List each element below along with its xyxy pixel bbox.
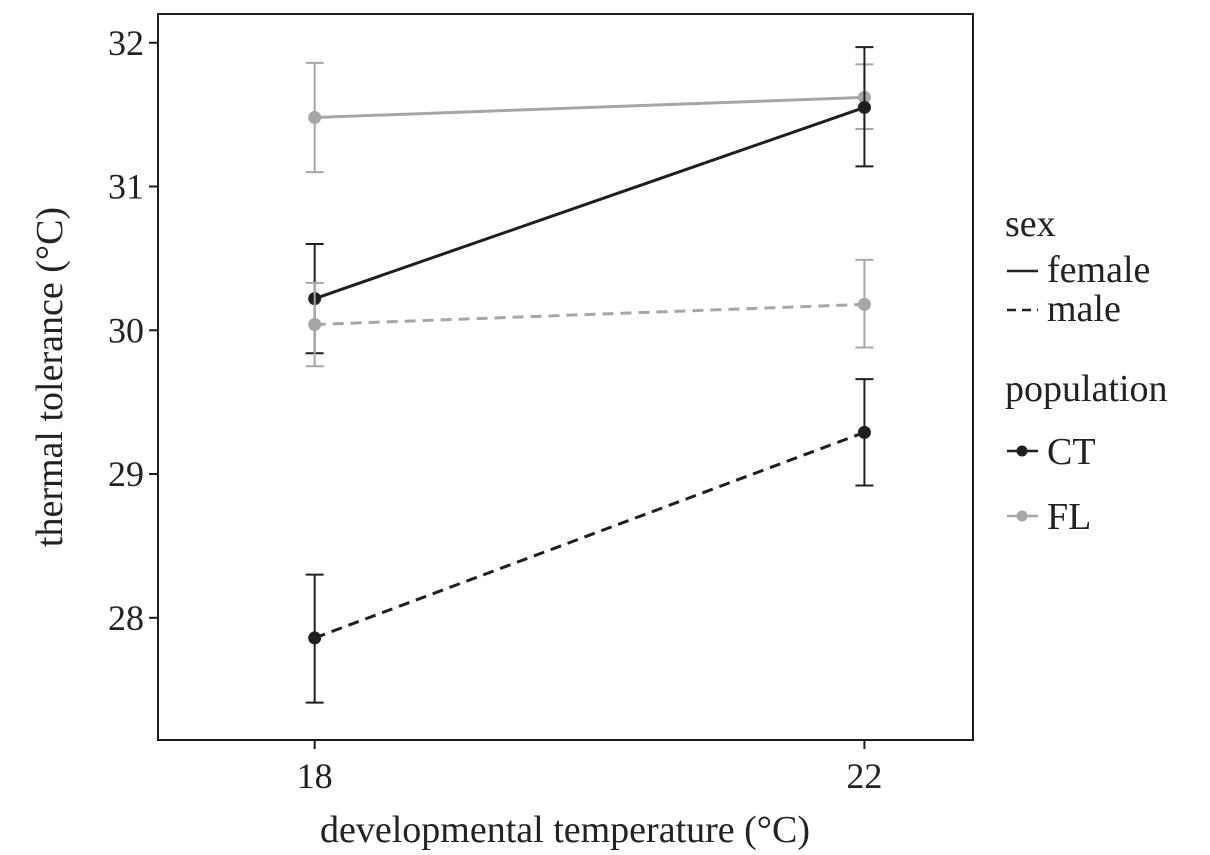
line-ct-male: [314, 430, 865, 640]
legend-sex-title: sex: [1005, 203, 1056, 245]
series-ct-male: [305, 378, 874, 704]
line-fl-male: [314, 302, 865, 327]
point-ct-female-22: [857, 100, 871, 114]
y-tick-label-30: 30: [108, 310, 144, 350]
point-fl-male-18: [308, 318, 322, 332]
y-tick-label-28: 28: [108, 598, 144, 638]
y-tick-label-32: 32: [108, 23, 144, 63]
point-fl-female-18: [308, 111, 322, 125]
point-fl-male-22: [857, 297, 871, 311]
y-tick-label-31: 31: [108, 167, 144, 207]
plot-panel: [157, 13, 974, 741]
legend-female-label: female: [1047, 249, 1150, 291]
legend-fl-label: FL: [1047, 496, 1091, 538]
x-tick-label-18: 18: [297, 756, 333, 796]
series-layer: [305, 46, 874, 704]
legend-population-title: population: [1005, 368, 1168, 410]
x-tick-label-22: 22: [846, 756, 882, 796]
legend-fl-key-dot: [1016, 510, 1028, 522]
line-ct-female: [314, 106, 865, 301]
y-axis-label: thermal tolerance (°C): [29, 207, 71, 547]
y-tick-label-29: 29: [108, 454, 144, 494]
legend: sex female male population CT FL: [1005, 203, 1168, 538]
y-axis: 28 29 30 31 32: [108, 23, 158, 638]
legend-male-label: male: [1047, 288, 1121, 330]
x-axis: 18 22: [297, 740, 882, 796]
legend-ct-key-dot: [1016, 445, 1028, 457]
line-fl-female: [314, 95, 865, 120]
series-fl-male: [305, 258, 874, 368]
x-axis-label: developmental temperature (°C): [320, 809, 810, 851]
point-ct-male-18: [308, 631, 322, 645]
point-ct-male-22: [857, 425, 871, 439]
legend-ct-label: CT: [1047, 431, 1096, 473]
